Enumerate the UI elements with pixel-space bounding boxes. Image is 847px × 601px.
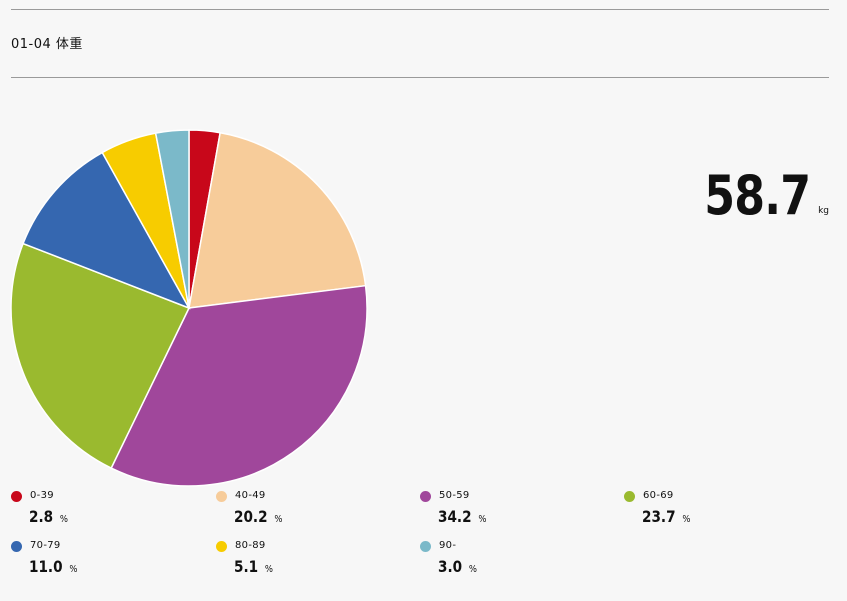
legend-label: 90- — [439, 540, 457, 551]
pie-slice-40-49 — [188, 131, 367, 309]
legend-dot-icon — [420, 541, 431, 552]
header-divider — [11, 77, 829, 78]
legend-item-90: 90- 3.0% — [420, 538, 620, 578]
legend-percent-unit: % — [59, 514, 68, 525]
legend-item-80-89: 80-89 5.1% — [216, 538, 416, 578]
legend-dot-icon — [11, 491, 22, 502]
legend-percent-unit: % — [468, 564, 477, 575]
page-title: 01-04 体重 — [11, 37, 83, 52]
legend-label: 60-69 — [643, 490, 674, 501]
legend-value: 3.0% — [438, 557, 477, 576]
legend-item-60-69: 60-69 23.7% — [624, 488, 824, 528]
legend-value: 34.2% — [438, 507, 486, 526]
legend-percent-unit: % — [682, 514, 691, 525]
legend-percent-unit: % — [69, 564, 78, 575]
current-weight-unit: kg — [818, 206, 829, 216]
legend-percent-number: 2.8 — [29, 507, 54, 526]
legend-percent-number: 34.2 — [438, 507, 472, 526]
legend-item-0-39: 0-39 2.8% — [11, 488, 211, 528]
legend-label: 40-49 — [235, 490, 266, 501]
legend-item-70-79: 70-79 11.0% — [11, 538, 211, 578]
legend-label: 70-79 — [30, 540, 61, 551]
legend-dot-icon — [216, 541, 227, 552]
legend-dot-icon — [420, 491, 431, 502]
legend-label: 50-59 — [439, 490, 470, 501]
legend-percent-number: 23.7 — [642, 507, 676, 526]
legend-percent-unit: % — [264, 564, 273, 575]
legend-dot-icon — [624, 491, 635, 502]
legend-percent-unit: % — [478, 514, 487, 525]
legend-value: 20.2% — [234, 507, 282, 526]
legend-percent-number: 5.1 — [234, 557, 259, 576]
top-divider — [11, 9, 829, 10]
legend-item-50-59: 50-59 34.2% — [420, 488, 620, 528]
legend-percent-unit: % — [274, 514, 283, 525]
current-weight-value: 58.7 — [704, 164, 811, 227]
pie-slice-90 — [154, 129, 190, 309]
legend-item-40-49: 40-49 20.2% — [216, 488, 416, 528]
legend-dot-icon — [11, 541, 22, 552]
pie-slice-50-59 — [110, 284, 368, 487]
legend-value: 23.7% — [642, 507, 690, 526]
legend-percent-number: 11.0 — [29, 557, 63, 576]
legend-value: 2.8% — [29, 507, 68, 526]
legend-value: 5.1% — [234, 557, 273, 576]
legend-percent-number: 20.2 — [234, 507, 268, 526]
legend-label: 80-89 — [235, 540, 266, 551]
legend-value: 11.0% — [29, 557, 77, 576]
legend-percent-number: 3.0 — [438, 557, 463, 576]
legend-dot-icon — [216, 491, 227, 502]
legend-label: 0-39 — [30, 490, 54, 501]
pie-slice-70-79 — [22, 151, 191, 310]
pie-slice-60-69 — [10, 242, 191, 470]
